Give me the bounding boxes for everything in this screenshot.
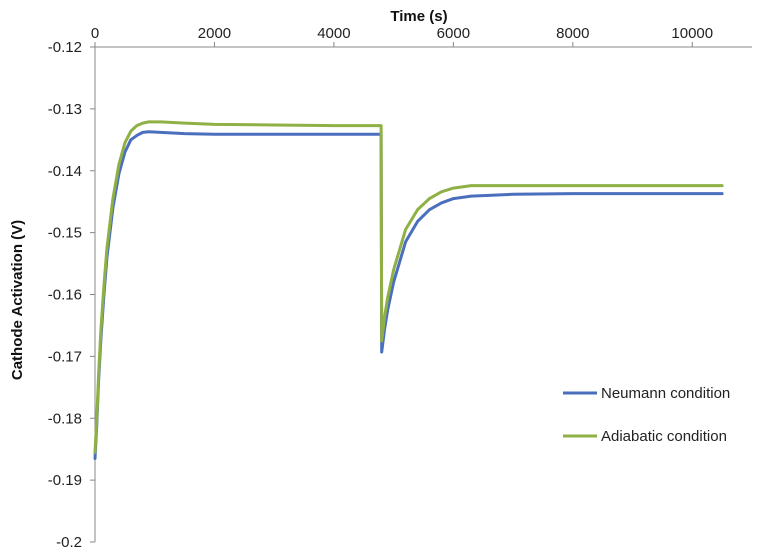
legend: Neumann condition Adiabatic condition <box>563 385 730 445</box>
x-tick-label: 0 <box>91 25 99 42</box>
x-tick-label: 2000 <box>198 25 231 42</box>
y-tick-label: -0.15 <box>48 225 82 242</box>
y-tick-label: -0.14 <box>48 163 82 180</box>
series-layer <box>93 120 724 460</box>
x-tick-label: 10000 <box>671 25 713 42</box>
axes-layer: 0 2000 4000 6000 8000 10000 -0.12 -0.13 -0.14 -0.… <box>9 8 752 550</box>
series-line-neumann <box>93 130 724 460</box>
series-line-adiabatic <box>93 120 724 454</box>
y-tick-label: -0.17 <box>48 348 82 365</box>
y-tick-label: -0.12 <box>48 39 82 56</box>
y-tick-label: -0.18 <box>48 410 82 427</box>
x-tick-label: 8000 <box>556 25 589 42</box>
y-tick-label: -0.16 <box>48 287 82 304</box>
x-tick-label: 6000 <box>437 25 470 42</box>
y-tick-label: -0.2 <box>56 534 82 550</box>
y-tick-label: -0.19 <box>48 472 82 489</box>
y-tick-label: -0.13 <box>48 101 82 118</box>
y-axis-title: Cathode Activation (V) <box>9 220 26 380</box>
x-axis-title: Time (s) <box>390 8 447 25</box>
legend-label-adiabatic: Adiabatic condition <box>601 428 727 445</box>
x-tick-label: 4000 <box>317 25 350 42</box>
legend-label-neumann: Neumann condition <box>601 385 730 402</box>
